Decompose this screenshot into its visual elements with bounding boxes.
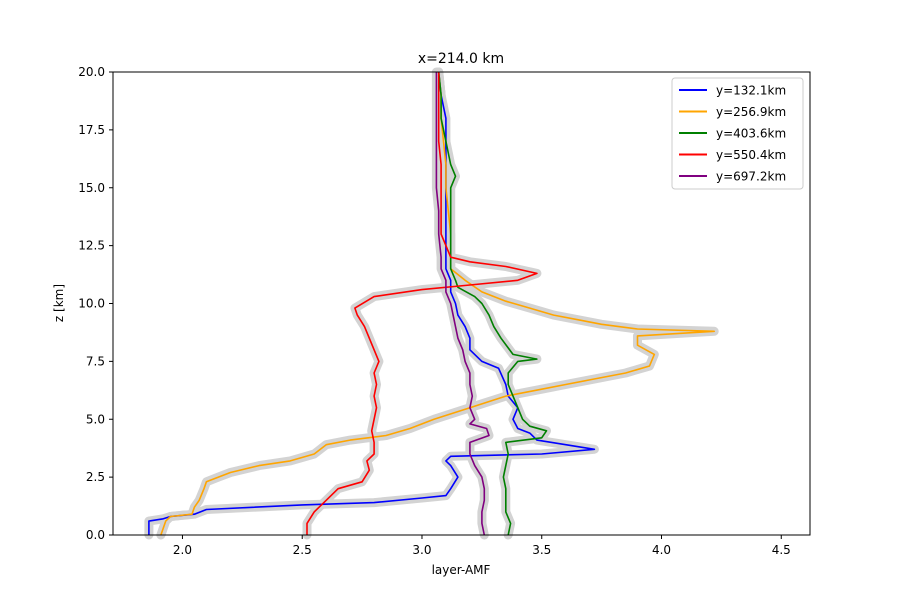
y-tick-label: 0.0 [86, 528, 105, 542]
legend-label-3: y=403.6km [716, 127, 786, 141]
legend: y=132.1km y=256.9km y=403.6km y=550.4km y=69… [671, 77, 804, 190]
y-tick-label: 15.0 [78, 181, 105, 195]
y-tick-label: 2.5 [86, 470, 105, 484]
x-axis-label: layer-AMF [432, 563, 491, 577]
x-tick-label: 4.5 [772, 543, 791, 557]
x-tick-label: 3.5 [532, 543, 551, 557]
legend-box [671, 77, 804, 190]
y-tick-label: 5.0 [86, 412, 105, 426]
x-tick-label: 2.5 [293, 543, 312, 557]
y-tick-label: 17.5 [78, 123, 105, 137]
series-lines [148, 71, 715, 536]
series-line-5 [435, 72, 490, 536]
y-axis-label: z [km] [52, 284, 66, 322]
series-line-4 [306, 72, 538, 535]
legend-label-5: y=697.2km [716, 170, 786, 184]
x-tick-label: 4.0 [652, 543, 671, 557]
x-tick-label: 3.0 [412, 543, 431, 557]
x-tick-label: 2.0 [173, 543, 192, 557]
chart-title: x=214.0 km [418, 51, 504, 67]
y-tick-label: 10.0 [78, 297, 105, 311]
y-tick-label: 12.5 [78, 239, 105, 253]
legend-label-4: y=550.4km [716, 148, 786, 162]
series-line-3 [437, 71, 548, 536]
x-axis: 2.0 2.5 3.0 3.5 4.0 4.5 [173, 535, 791, 557]
legend-label-1: y=132.1km [716, 84, 786, 98]
y-axis: 0.0 2.5 5.0 7.5 10.0 12.5 15.0 17.5 20.0 [78, 65, 113, 542]
y-tick-label: 7.5 [86, 354, 105, 368]
legend-label-2: y=256.9km [716, 105, 786, 119]
y-tick-label: 20.0 [78, 65, 105, 79]
